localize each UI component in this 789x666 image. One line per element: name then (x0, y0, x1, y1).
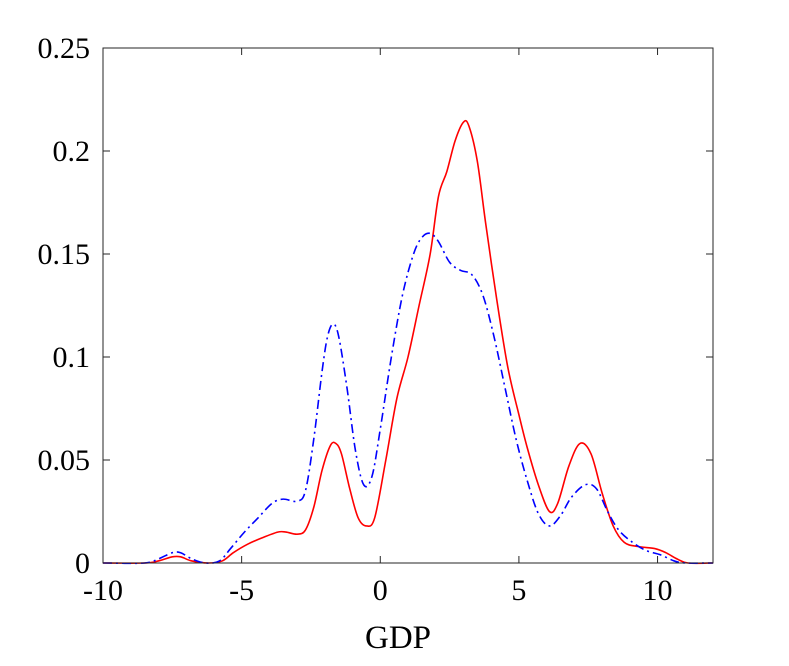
x-tick-label: 0 (373, 574, 388, 607)
x-axis-title: GDP (365, 620, 431, 656)
series-layer (102, 119, 714, 565)
series-line-0 (102, 119, 714, 565)
y-tick-label: 0.1 (53, 341, 91, 374)
tick-layer: -10 -5 0 5 10 0 0.05 0.1 0.15 0.2 0.25 (38, 32, 713, 607)
x-tick-label: 10 (643, 574, 673, 607)
y-tick-label: 0.2 (53, 135, 91, 168)
y-tick-label: 0.25 (38, 32, 91, 65)
x-tick-label: -5 (229, 574, 254, 607)
series-line-1 (102, 232, 714, 565)
plot-frame (102, 47, 714, 564)
x-tick-label: -10 (83, 574, 123, 607)
x-tick-label: 5 (511, 574, 526, 607)
y-tick-label: 0.05 (38, 444, 91, 477)
y-tick-label: 0 (75, 547, 90, 580)
y-tick-label: 0.15 (38, 238, 91, 271)
